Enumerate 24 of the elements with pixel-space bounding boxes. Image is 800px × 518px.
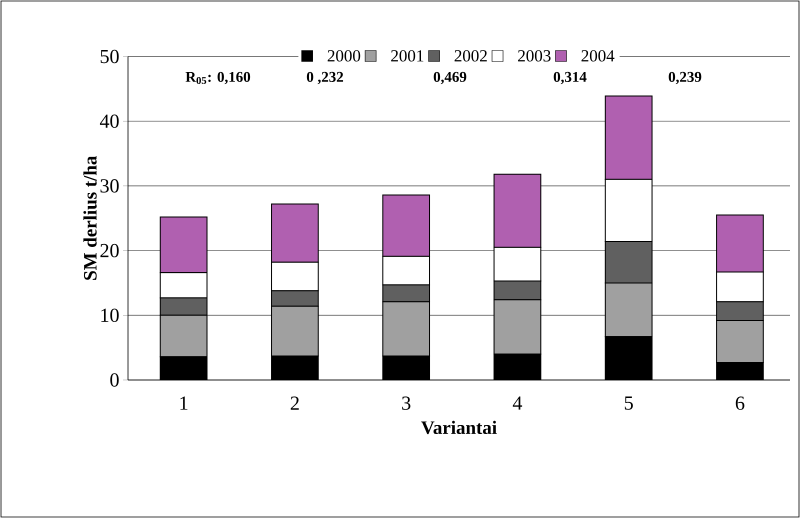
legend-label: 2002 [454,50,487,62]
legend-label: 2000 [328,50,360,62]
x-tick-label: 4 [512,396,522,410]
x-tick-label: 6 [736,396,744,410]
legend-label: 2004 [582,50,614,62]
y-tick-label: 20 [100,244,119,258]
annotation: 0,314 [554,72,587,84]
legend-label: 2001 [391,50,424,62]
x-tick-label: 3 [402,396,410,410]
legend-label: 2003 [518,50,551,62]
y-tick-label: 10 [101,308,119,322]
annotation: 0,239 [668,72,702,84]
y-axis-title: SM derlius t/ha [83,156,97,280]
x-tick-label: 2 [290,396,299,410]
x-tick-label: 5 [624,396,633,410]
y-tick-label: 30 [100,179,119,193]
x-tick-label: 1 [180,396,188,410]
annotation: 0 ,232 [306,72,344,84]
y-tick-label: 0 [110,373,119,387]
y-tick-label: 50 [100,50,119,64]
annotation: 0,469 [434,72,466,84]
y-tick-label: 40 [100,114,119,128]
x-axis-title: Variantai [421,420,497,434]
annotation: R$_{05}$: 0,160 [186,72,250,84]
